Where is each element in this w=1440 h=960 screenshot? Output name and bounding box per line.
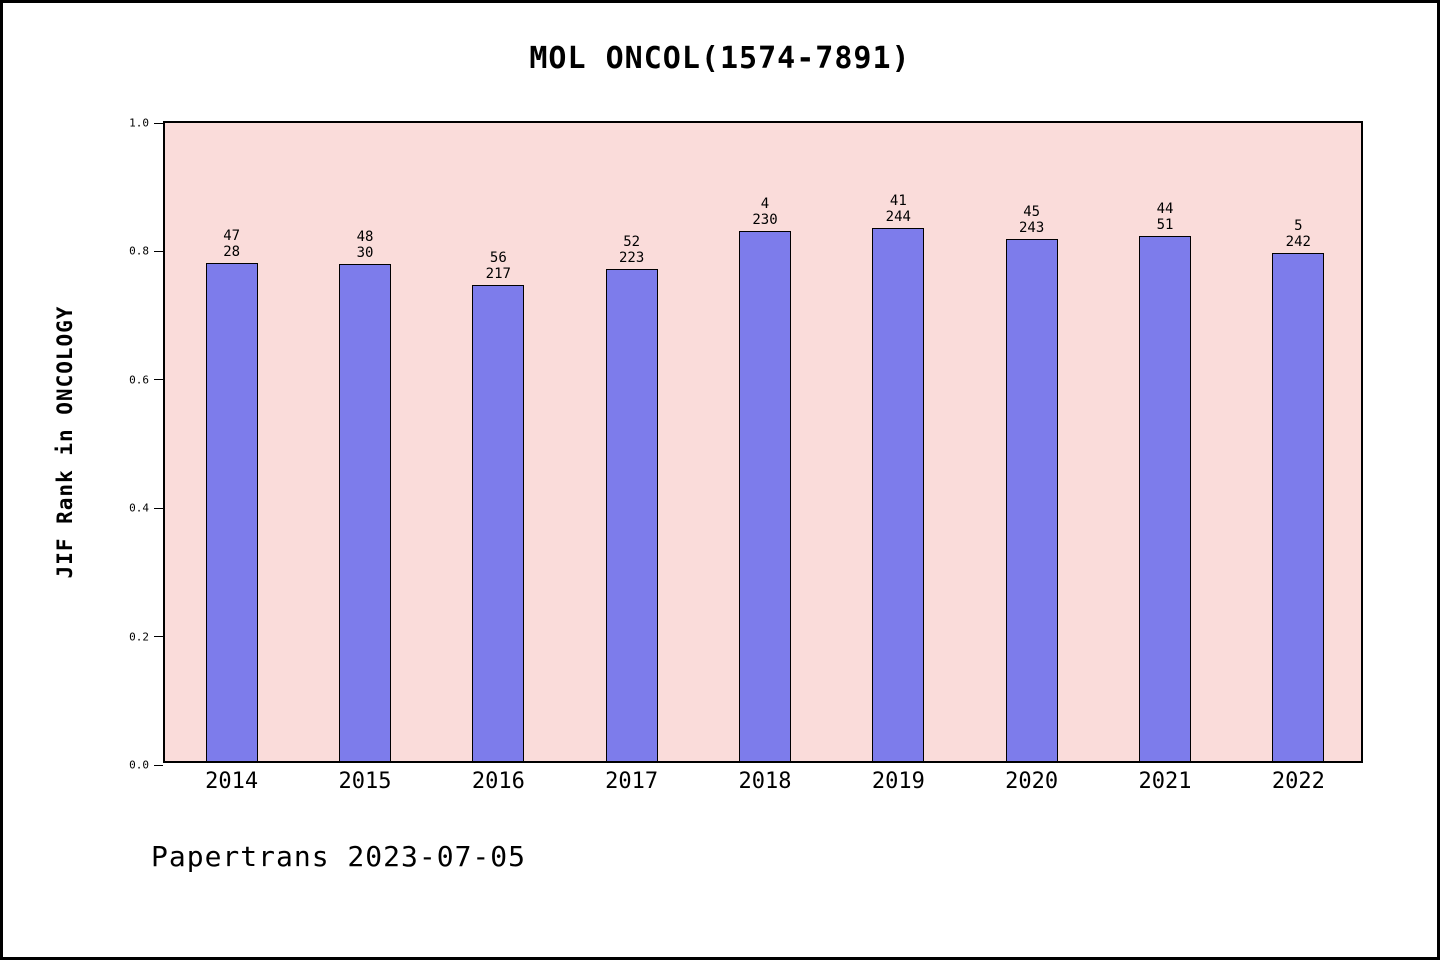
bar-value-label: 41 244 xyxy=(885,193,911,226)
y-tick-label: 0.4 xyxy=(129,501,149,515)
y-tick-label: 1.0 xyxy=(129,116,149,130)
plot-area: 0.0 0.2 0.4 0.6 0.8 1.0 47 28 2014 48 30 2015 56 2… xyxy=(129,117,1363,794)
bar-2018 xyxy=(739,230,791,761)
y-tick-mark xyxy=(154,764,163,766)
bar-value-label: 45 243 xyxy=(1019,204,1045,237)
x-tick-label-2022: 2022 xyxy=(1271,769,1325,794)
y-tick-mark xyxy=(154,507,163,509)
y-tick-label: 0.8 xyxy=(129,244,149,258)
x-tick-label-2020: 2020 xyxy=(1005,769,1059,794)
x-tick-label-2014: 2014 xyxy=(205,769,259,794)
x-tick-label-2019: 2019 xyxy=(871,769,925,794)
bar-2015 xyxy=(339,264,391,761)
y-tick-mark xyxy=(154,636,163,638)
bar-value-label: 52 223 xyxy=(619,234,645,267)
y-tick-mark xyxy=(154,379,163,381)
bar-2016 xyxy=(472,284,525,761)
y-tick-mark xyxy=(154,122,163,124)
bar-value-label: 4 230 xyxy=(752,195,778,228)
y-tick-mark xyxy=(154,250,163,252)
bar-value-label: 5 242 xyxy=(1285,218,1311,251)
bar-2017 xyxy=(605,269,658,761)
x-tick-label-2017: 2017 xyxy=(605,769,659,794)
bar-value-label: 48 30 xyxy=(356,229,374,262)
y-tick-label: 0.2 xyxy=(129,630,149,644)
bar-2020 xyxy=(1005,239,1058,761)
bar-value-label: 47 28 xyxy=(223,228,241,261)
chart-title: MOL ONCOL(1574-7891) xyxy=(529,41,911,76)
y-tick-label: 0.0 xyxy=(129,758,149,772)
bar-2014 xyxy=(205,263,258,761)
bar-2021 xyxy=(1139,235,1191,761)
x-tick-label-2015: 2015 xyxy=(338,769,392,794)
y-axis-label: JIF Rank in ONCOLOGY xyxy=(53,305,77,579)
x-tick-label-2018: 2018 xyxy=(738,769,792,794)
bar-2022 xyxy=(1272,253,1325,761)
bar-2019 xyxy=(872,228,925,761)
y-tick-label: 0.6 xyxy=(129,373,149,387)
bar-value-label: 44 51 xyxy=(1156,200,1174,233)
x-tick-label-2021: 2021 xyxy=(1138,769,1192,794)
footer-watermark: Papertrans 2023-07-05 xyxy=(151,840,527,873)
bar-value-label: 56 217 xyxy=(485,249,511,282)
x-tick-label-2016: 2016 xyxy=(471,769,525,794)
